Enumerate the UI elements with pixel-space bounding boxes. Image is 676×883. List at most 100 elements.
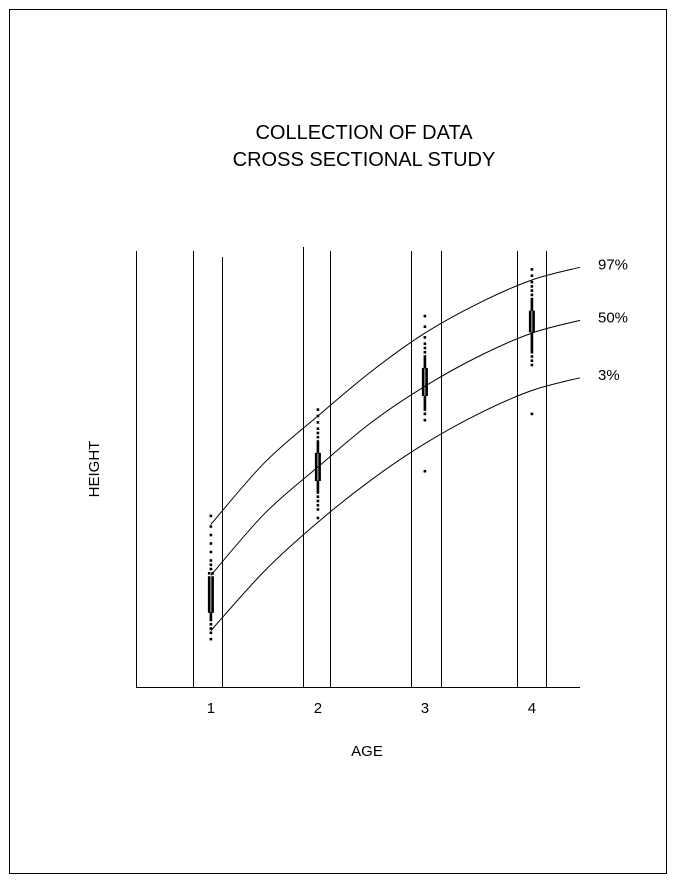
data-point-age-3 — [423, 363, 427, 367]
data-point-age-2 — [318, 463, 321, 467]
age-group-band-lines — [136, 247, 580, 688]
data-point-age-4 — [530, 299, 534, 303]
data-point-age-2 — [316, 444, 320, 447]
data-point-age-2 — [316, 421, 320, 424]
data-point-age-1 — [211, 595, 214, 598]
data-point-age-1 — [209, 559, 213, 562]
data-point-age-3 — [423, 359, 427, 362]
data-point-age-2 — [318, 461, 321, 464]
data-point-age-4 — [532, 327, 535, 331]
data-point-age-4 — [530, 412, 534, 416]
data-point-age-1 — [207, 578, 211, 581]
data-point-age-2 — [314, 467, 318, 471]
data-point-age-4 — [528, 316, 532, 320]
data-point-age-1 — [207, 584, 211, 588]
data-point-age-2 — [314, 455, 318, 458]
data-point-age-3 — [421, 391, 425, 394]
data-point-age-3 — [423, 350, 427, 354]
data-point-age-1 — [209, 550, 213, 554]
data-point-age-2 — [314, 465, 318, 469]
data-point-age-1 — [207, 591, 211, 594]
data-point-age-2 — [318, 478, 321, 481]
data-point-age-1 — [211, 572, 214, 575]
data-point-age-4 — [530, 293, 534, 297]
data-point-age-4 — [528, 310, 532, 314]
data-point-age-2 — [316, 499, 320, 503]
data-point-age-1 — [211, 610, 214, 613]
data-point-age-3 — [425, 387, 428, 390]
data-point-age-2 — [316, 408, 320, 411]
data-point-age-3 — [423, 314, 427, 318]
data-point-age-2 — [316, 503, 320, 507]
data-point-age-1 — [207, 595, 211, 598]
data-point-age-1 — [209, 618, 213, 622]
percentile-curve-label-2: 3% — [598, 367, 620, 384]
data-point-age-3 — [421, 382, 425, 386]
data-point-age-4 — [530, 297, 534, 301]
data-point-age-1 — [209, 637, 213, 641]
data-point-age-1 — [211, 597, 214, 601]
data-point-age-2 — [314, 478, 318, 481]
chart-title-line-1: COLLECTION OF DATA — [255, 122, 473, 144]
data-point-age-1 — [207, 610, 211, 613]
chart-border — [9, 9, 667, 874]
data-point-age-1 — [207, 580, 211, 584]
data-point-age-3 — [423, 404, 427, 407]
data-point-age-3 — [423, 397, 427, 401]
data-point-age-3 — [423, 395, 427, 399]
x-tick-label-1: 1 — [207, 700, 215, 717]
data-point-age-4 — [530, 340, 534, 343]
data-point-age-4 — [528, 314, 532, 318]
data-point-age-2 — [314, 463, 318, 467]
data-point-age-3 — [423, 357, 427, 360]
data-point-age-1 — [211, 582, 214, 586]
data-point-age-4 — [530, 342, 534, 345]
data-point-age-3 — [425, 380, 428, 384]
data-point-age-3 — [421, 387, 425, 390]
percentile-curve-labels: 97% 50% 3% — [598, 256, 628, 384]
data-point-age-1 — [211, 589, 214, 592]
x-tick-label-4: 4 — [528, 700, 536, 717]
data-point-age-1 — [211, 608, 214, 611]
data-point-age-1 — [209, 616, 213, 620]
data-point-age-4 — [530, 285, 534, 288]
data-point-age-3 — [425, 378, 428, 382]
data-point-age-3 — [421, 393, 425, 396]
data-point-age-4 — [530, 350, 534, 354]
data-point-age-3 — [425, 384, 428, 388]
data-point-age-4 — [530, 359, 534, 362]
data-point-age-1 — [207, 601, 211, 605]
data-point-age-2 — [316, 482, 320, 486]
data-point-age-4 — [530, 304, 534, 307]
data-point-age-2 — [316, 446, 320, 450]
data-point-age-3 — [423, 469, 427, 473]
data-point-age-2 — [318, 476, 321, 479]
data-point-age-2 — [316, 480, 320, 484]
data-point-age-1 — [209, 514, 213, 518]
data-point-age-3 — [423, 401, 427, 405]
data-point-age-4 — [532, 321, 535, 324]
percentile-curve-1 — [210, 319, 581, 576]
data-point-age-1 — [207, 582, 211, 586]
data-point-age-4 — [530, 268, 534, 271]
data-point-age-1 — [207, 593, 211, 596]
data-point-age-2 — [316, 448, 320, 452]
data-point-age-4 — [532, 325, 535, 328]
data-point-age-1 — [211, 593, 214, 596]
data-point-age-3 — [423, 399, 427, 403]
data-point-age-3 — [425, 374, 428, 377]
data-point-age-3 — [423, 365, 427, 369]
data-point-age-3 — [425, 393, 428, 396]
data-point-age-4 — [528, 329, 532, 333]
data-point-age-1 — [209, 542, 213, 545]
data-point-age-1 — [211, 578, 214, 581]
data-point-age-2 — [316, 427, 320, 430]
data-point-age-4 — [530, 348, 534, 352]
data-point-age-1 — [211, 601, 214, 605]
data-point-age-2 — [314, 457, 318, 460]
data-point-age-4 — [530, 338, 534, 341]
data-point-age-2 — [316, 414, 320, 418]
chart-title-line-2: CROSS SECTIONAL STUDY — [233, 149, 496, 171]
data-point-age-2 — [314, 461, 318, 464]
data-point-age-4 — [530, 331, 534, 335]
